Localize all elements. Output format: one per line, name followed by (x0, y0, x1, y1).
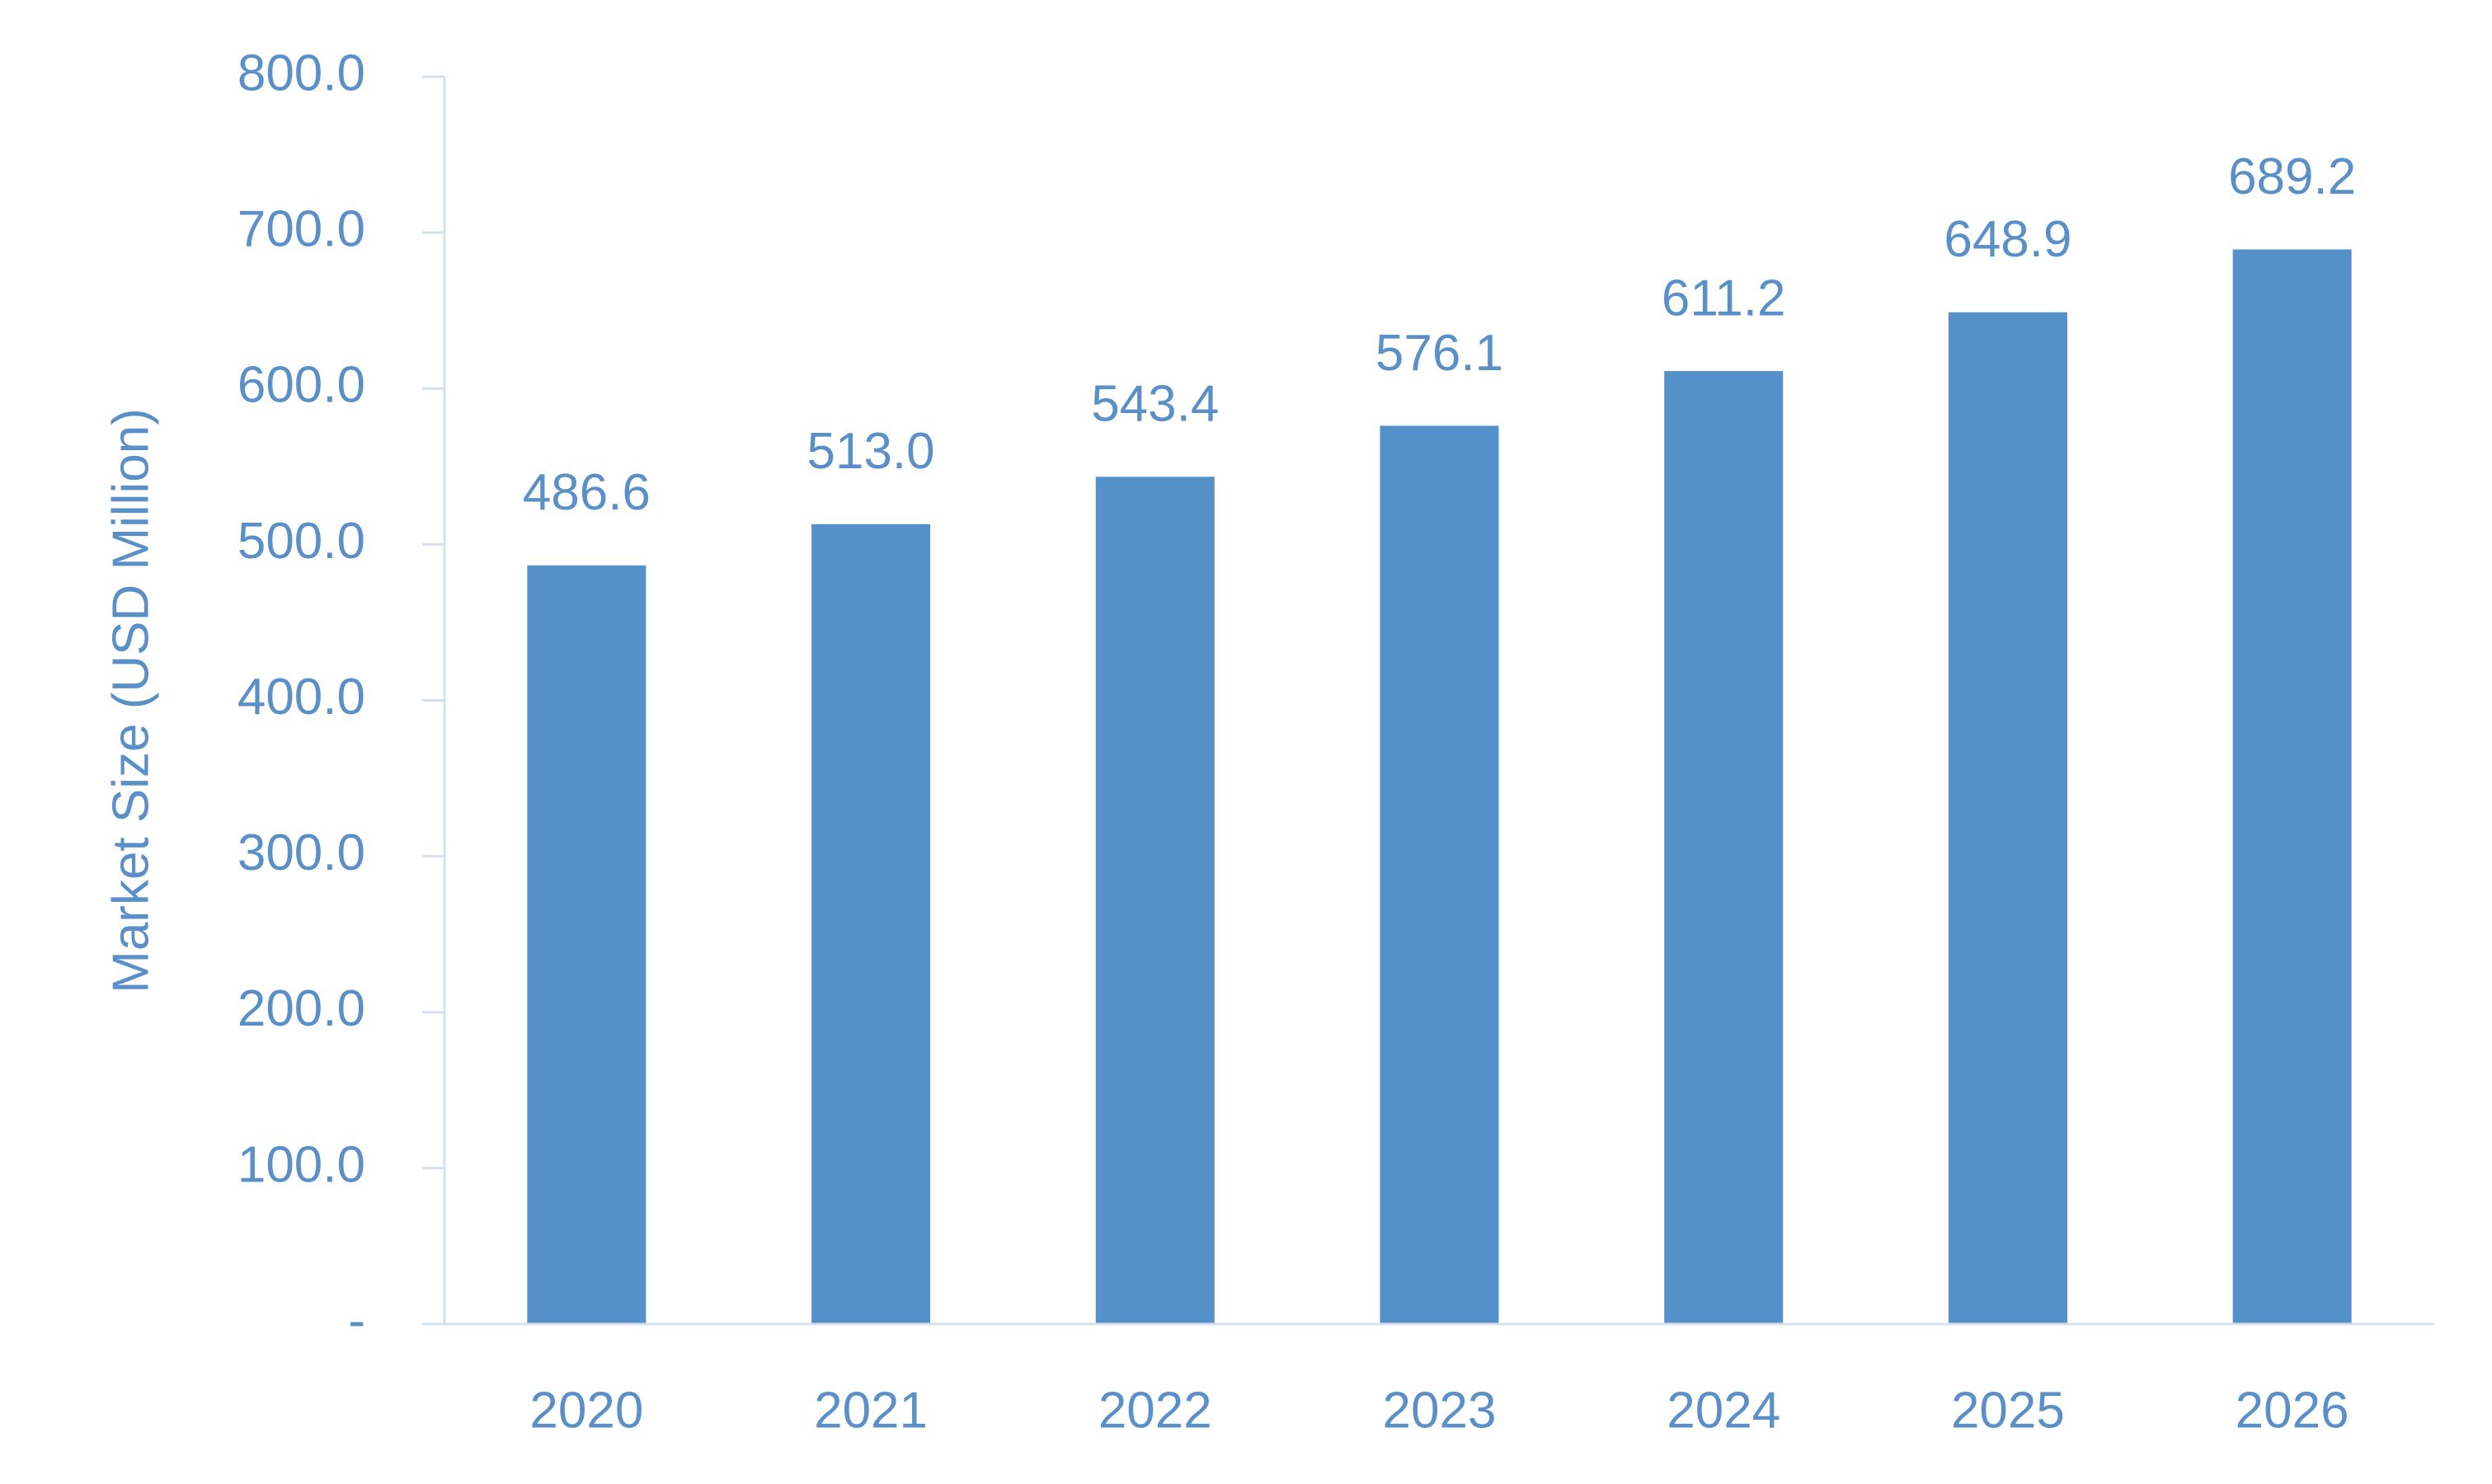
bar (527, 565, 647, 1324)
y-tick-label: 500.0 (237, 513, 365, 570)
bar (2232, 249, 2352, 1324)
bar (1664, 371, 1784, 1324)
x-tick-label: 2023 (1383, 1382, 1497, 1439)
y-tick-label: 800.0 (237, 45, 365, 101)
y-tick-label: - (348, 1292, 365, 1349)
data-label: 513.0 (806, 423, 934, 480)
data-label: 648.9 (1944, 211, 2071, 268)
data-label: 611.2 (1662, 270, 1786, 326)
bar (1948, 312, 2067, 1325)
bar (811, 524, 931, 1324)
y-tick-label: 100.0 (237, 1136, 365, 1193)
x-tick-label: 2020 (529, 1382, 643, 1439)
x-tick-label: 2024 (1667, 1382, 1780, 1439)
x-tick-label: 2021 (814, 1382, 928, 1439)
data-label: 543.4 (1091, 376, 1219, 433)
y-tick-label: 300.0 (237, 824, 365, 881)
y-tick-label: 400.0 (237, 669, 365, 726)
bar (1095, 477, 1215, 1325)
data-label: 486.6 (523, 464, 651, 521)
x-tick-label: 2025 (1951, 1382, 2065, 1439)
x-tick-label: 2022 (1098, 1382, 1212, 1439)
y-tick-label: 600.0 (237, 357, 365, 414)
bar (1380, 425, 1499, 1324)
data-label: 576.1 (1375, 325, 1503, 382)
y-tick-label: 200.0 (237, 980, 365, 1037)
y-axis-title: Market Size (USD Million) (102, 408, 159, 993)
y-tick-label: 700.0 (237, 201, 365, 258)
data-label: 689.2 (2228, 148, 2356, 205)
x-tick-label: 2026 (2236, 1382, 2349, 1439)
